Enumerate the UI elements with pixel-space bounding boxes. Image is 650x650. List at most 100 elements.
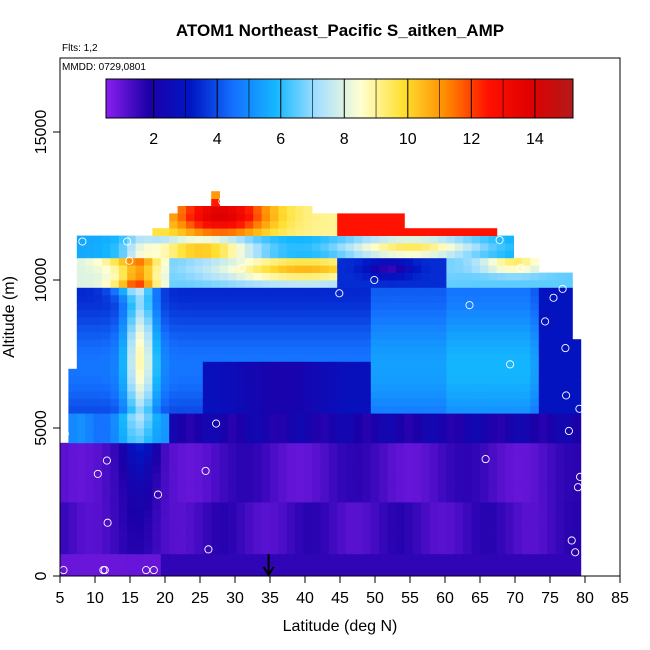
heatmap-cell xyxy=(102,413,111,421)
heatmap-cell xyxy=(228,257,237,266)
heatmap-cell xyxy=(219,354,229,362)
heatmap-cell xyxy=(488,531,498,540)
heatmap-cell xyxy=(93,243,103,251)
heatmap-cell xyxy=(370,331,380,340)
heatmap-cell xyxy=(328,546,338,555)
heatmap-cell xyxy=(362,324,372,333)
heatmap-cell xyxy=(76,568,86,576)
heatmap-cell xyxy=(93,457,103,466)
heatmap-cell xyxy=(538,346,548,355)
heatmap-cell xyxy=(228,546,237,555)
heatmap-cell xyxy=(303,539,313,547)
heatmap-cell xyxy=(480,228,489,236)
heatmap-cell xyxy=(522,272,531,281)
heatmap-cell xyxy=(538,398,548,407)
heatmap-cell xyxy=(169,413,178,421)
heatmap-cell xyxy=(202,317,212,325)
heatmap-cell xyxy=(118,457,128,466)
heatmap-cell xyxy=(118,539,128,547)
heatmap-cell xyxy=(538,280,548,288)
heatmap-cell xyxy=(286,539,296,547)
heatmap-cell xyxy=(505,531,514,540)
heatmap-cell xyxy=(303,553,313,562)
heatmap-cell xyxy=(522,331,531,340)
heatmap-cell xyxy=(270,539,279,547)
heatmap-cell xyxy=(496,420,506,429)
heatmap-cell xyxy=(118,376,128,384)
heatmap-cell xyxy=(480,524,489,532)
heatmap-cell xyxy=(127,243,136,251)
heatmap-cell xyxy=(93,368,103,377)
heatmap-cell xyxy=(496,339,506,347)
heatmap-cell xyxy=(60,494,69,503)
heatmap-cell xyxy=(328,391,338,399)
heatmap-cell xyxy=(270,420,279,429)
heatmap-cell xyxy=(68,487,78,495)
heatmap-cell xyxy=(76,465,86,473)
heatmap-cell xyxy=(387,272,397,281)
heatmap-cell xyxy=(345,354,355,362)
heatmap-cell xyxy=(522,465,531,473)
heatmap-cell xyxy=(118,398,128,407)
heatmap-cell xyxy=(253,428,262,436)
heatmap-cell xyxy=(85,487,94,495)
heatmap-cell xyxy=(160,346,170,355)
heatmap-cell xyxy=(261,420,271,429)
heatmap-cell xyxy=(144,302,153,310)
heatmap-cell xyxy=(379,553,388,562)
heatmap-cell xyxy=(186,317,195,325)
heatmap-cell xyxy=(446,450,456,458)
heatmap-cell xyxy=(286,391,296,399)
heatmap-cell xyxy=(60,568,69,576)
heatmap-cell xyxy=(286,465,296,473)
heatmap-cell xyxy=(127,376,136,384)
heatmap-cell xyxy=(320,250,330,259)
heatmap-cell xyxy=(110,383,120,392)
heatmap-cell xyxy=(412,339,422,347)
heatmap-cell xyxy=(169,546,178,555)
heatmap-cell xyxy=(337,354,346,362)
heatmap-cell xyxy=(219,206,229,214)
heatmap-cell xyxy=(496,546,506,555)
heatmap-cell xyxy=(303,331,313,340)
heatmap-cell xyxy=(303,516,313,525)
heatmap-cell xyxy=(522,376,531,384)
heatmap-cell xyxy=(328,228,338,236)
heatmap-cell xyxy=(286,553,296,562)
heatmap-cell xyxy=(572,494,582,503)
heatmap-cell xyxy=(102,309,111,318)
heatmap-cell xyxy=(522,265,531,273)
heatmap-cell xyxy=(337,524,346,532)
heatmap-cell xyxy=(144,553,153,562)
heatmap-cell xyxy=(438,509,447,518)
heatmap-cell xyxy=(421,450,430,458)
heatmap-cell xyxy=(438,553,447,562)
heatmap-cell xyxy=(194,494,204,503)
heatmap-cell xyxy=(68,509,78,518)
heatmap-cell xyxy=(102,457,111,466)
heatmap-cell xyxy=(547,354,556,362)
heatmap-cell xyxy=(438,324,447,333)
heatmap-cell xyxy=(261,383,271,392)
heatmap-cell xyxy=(219,531,229,540)
heatmap-cell xyxy=(135,561,145,569)
heatmap-cell xyxy=(538,546,548,555)
heatmap-cell xyxy=(564,465,573,473)
heatmap-cell xyxy=(118,265,128,273)
heatmap-cell xyxy=(68,502,78,510)
heatmap-cell xyxy=(345,228,355,236)
heatmap-cell xyxy=(471,442,481,451)
heatmap-cell xyxy=(194,479,204,488)
heatmap-cell xyxy=(270,272,279,281)
heatmap-cell xyxy=(404,339,414,347)
heatmap-cell xyxy=(135,391,145,399)
heatmap-cell xyxy=(396,287,405,296)
heatmap-cell xyxy=(362,502,372,510)
heatmap-cell xyxy=(160,553,170,562)
heatmap-cell xyxy=(496,465,506,473)
heatmap-cell xyxy=(118,309,128,318)
heatmap-cell xyxy=(312,502,321,510)
heatmap-cell xyxy=(194,546,204,555)
heatmap-cell xyxy=(295,287,304,296)
heatmap-cell xyxy=(110,339,120,347)
